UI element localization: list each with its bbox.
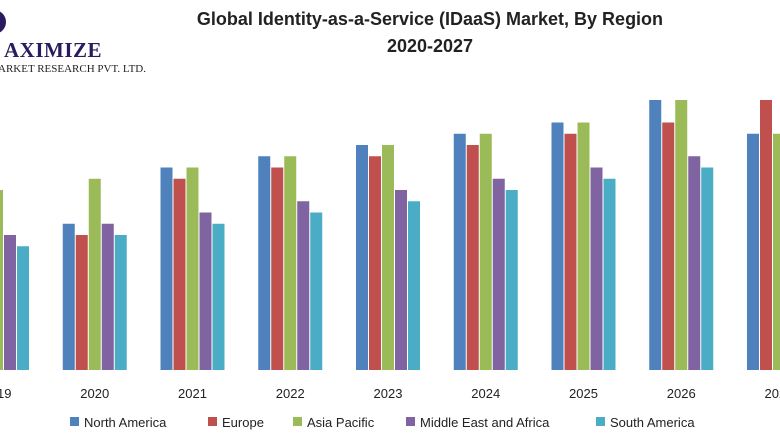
bar-south-america-2020 — [114, 235, 127, 370]
bar-south-america-2022 — [310, 212, 323, 370]
bar-asia-pacific-2021 — [186, 167, 199, 370]
bar-north-america-2024 — [453, 133, 466, 370]
bar-south-america-2021 — [212, 223, 225, 370]
bar-middle-east-and-africa-2025 — [590, 167, 603, 370]
x-tick-labels: 2019 2020 2021 2022 2023 2024 2025 2026 2027 — [0, 386, 780, 401]
bar-south-america-2024 — [505, 190, 518, 370]
legend-swatch-north-america — [70, 417, 79, 426]
bar-south-america-2023 — [408, 201, 420, 370]
chart-title-line: Global Identity-as-a-Service (IDaaS) Mar… — [196, 9, 664, 29]
bar-south-america-2026 — [701, 167, 714, 370]
bar-north-america-2023 — [356, 145, 368, 370]
bar-europe-2022 — [271, 167, 284, 370]
x-tick-label-2025: 2025 — [569, 386, 598, 401]
bar-north-america-2027 — [747, 133, 759, 370]
legend-label-middle-east-and-africa: Middle East and Africa — [420, 415, 550, 430]
legend-swatch-middle-east-and-africa — [406, 417, 415, 426]
bar-north-america-2021 — [160, 167, 173, 370]
bar-middle-east-and-africa-2019 — [4, 235, 16, 370]
x-tick-label-2021: 2021 — [178, 386, 207, 401]
bar-asia-pacific-2025 — [577, 122, 590, 370]
bar-europe-2021 — [173, 178, 186, 370]
bar-asia-pacific-2023 — [382, 145, 394, 370]
x-tick-label-2022: 2022 — [276, 386, 305, 401]
bar-europe-2024 — [466, 145, 479, 370]
legend-swatch-europe — [208, 417, 217, 426]
bar-north-america-2022 — [258, 156, 271, 370]
x-tick-label-2026: 2026 — [667, 386, 696, 401]
x-tick-label-2027: 2027 — [765, 386, 780, 401]
legend-label-south-america: South America — [610, 415, 695, 430]
legend-swatch-south-america — [596, 417, 605, 426]
legend-label-europe: Europe — [222, 415, 264, 430]
bar-asia-pacific-2022 — [284, 156, 297, 370]
logo-brand-text: AXIMIZE — [4, 38, 103, 62]
bar-middle-east-and-africa-2020 — [101, 223, 114, 370]
bar-middle-east-and-africa-2021 — [199, 212, 212, 370]
bar-south-america-2019 — [17, 246, 29, 370]
bars-group — [0, 100, 780, 370]
bar-middle-east-and-africa-2023 — [395, 190, 407, 370]
bar-europe-2020 — [75, 235, 88, 370]
x-tick-label-2024: 2024 — [471, 386, 500, 401]
bar-north-america-2020 — [62, 223, 75, 370]
bar-north-america-2025 — [551, 122, 564, 370]
legend-label-asia-pacific: Asia Pacific — [307, 415, 375, 430]
x-tick-label-2020: 2020 — [80, 386, 109, 401]
bar-asia-pacific-2024 — [479, 133, 492, 370]
x-tick-label-2023: 2023 — [374, 386, 403, 401]
company-logo: AXIMIZE ARKET RESEARCH PVT. LTD. — [0, 8, 146, 78]
bar-middle-east-and-africa-2022 — [297, 201, 310, 370]
x-tick-label-2019: 2019 — [0, 386, 11, 401]
logo-mark-icon — [0, 10, 6, 34]
legend: North America Europe Asia Pacific Middle Ea… — [70, 415, 695, 430]
chart-subtitle-line: 2020-2027 — [386, 36, 474, 56]
bar-south-america-2025 — [603, 178, 616, 370]
bar-asia-pacific-2026 — [675, 100, 688, 370]
logo-tagline-text: ARKET RESEARCH PVT. LTD. — [0, 63, 147, 75]
bar-asia-pacific-2019 — [0, 190, 3, 370]
bar-europe-2027 — [760, 100, 772, 370]
bar-north-america-2026 — [649, 100, 662, 370]
legend-label-north-america: North America — [84, 415, 167, 430]
bar-asia-pacific-2027 — [773, 133, 780, 370]
bar-middle-east-and-africa-2024 — [492, 178, 505, 370]
bar-middle-east-and-africa-2026 — [688, 156, 701, 370]
bar-europe-2025 — [564, 133, 577, 370]
legend-swatch-asia-pacific — [293, 417, 302, 426]
chart-title: Global Identity-as-a-Service (IDaaS) Mar… — [150, 6, 710, 60]
bar-asia-pacific-2020 — [88, 178, 101, 370]
bar-europe-2023 — [369, 156, 381, 370]
bar-europe-2026 — [662, 122, 675, 370]
